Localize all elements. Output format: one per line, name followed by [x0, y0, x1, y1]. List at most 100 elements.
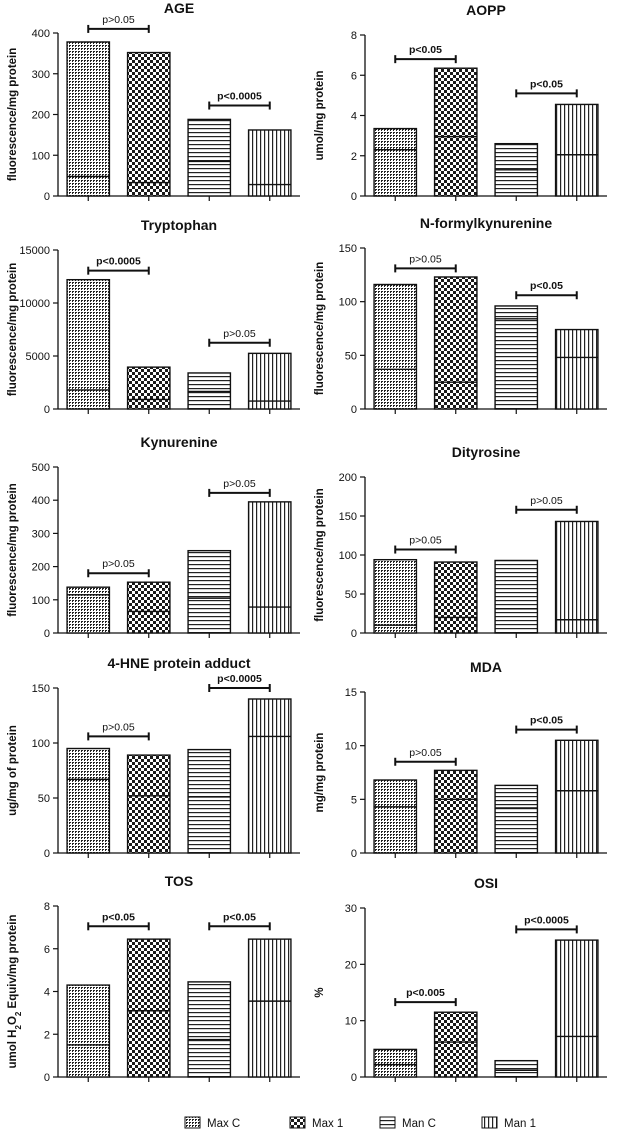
bar-max-1: [126, 754, 171, 854]
chart-title: N-formylkynurenine: [420, 215, 552, 231]
y-axis-label: fluorescence/mg protein: [7, 48, 19, 182]
y-tick-label: 0: [44, 404, 50, 416]
bar-man-1: [247, 501, 292, 634]
bar-man-c: [187, 118, 232, 197]
y-tick-label: 100: [32, 150, 50, 162]
significance-label: p>0.05: [530, 495, 563, 507]
y-tick-label: 6: [44, 944, 50, 956]
chart-title: OSI: [474, 875, 498, 891]
y-tick-label: 20: [345, 959, 357, 971]
significance-label: p>0.05: [409, 747, 442, 759]
y-tick-label: 0: [44, 848, 50, 860]
y-tick-label: 100: [339, 550, 357, 562]
y-tick-label: 6: [351, 70, 357, 82]
y-tick-label: 0: [44, 1072, 50, 1084]
bar-man-1: [554, 103, 599, 197]
bar-max-c: [66, 747, 111, 854]
legend-item-manc: Man C: [379, 1116, 436, 1130]
y-tick-label: 10: [345, 1016, 357, 1028]
significance-label: p>0.05: [102, 721, 135, 733]
y-tick-label: 5: [351, 794, 357, 806]
bar-max-1: [126, 51, 171, 197]
chart-panel-4-hne-protein-adduct: 4-HNE protein adduct ug/mg of protein 0 50 1…: [7, 655, 300, 860]
y-tick-label: 2: [44, 1029, 50, 1041]
bar-max-1: [433, 561, 478, 634]
y-tick-label: 5000: [26, 351, 50, 363]
bar-max-1: [433, 769, 478, 854]
y-tick-label: 0: [44, 628, 50, 640]
y-tick-label: 0: [44, 191, 50, 203]
bar-max-1: [126, 938, 171, 1078]
y-tick-label: 300: [32, 528, 50, 540]
y-tick-label: 0: [351, 848, 357, 860]
y-axis-label: fluorescence/mg protein: [314, 488, 326, 622]
y-tick-label: 15000: [19, 245, 50, 257]
bar-man-1: [554, 328, 599, 410]
chart-panel-dityrosine: Dityrosine fluorescence/mg protein 0 50 100 1…: [314, 444, 607, 640]
y-tick-label: 10000: [19, 298, 50, 310]
significance-label: p<0.005: [406, 987, 445, 999]
y-tick-label: 4: [44, 987, 50, 999]
bar-man-1: [247, 938, 292, 1078]
bar-max-c: [373, 283, 418, 410]
y-tick-label: 4: [351, 111, 357, 123]
y-tick-label: 8: [44, 901, 50, 913]
y-tick-label: 15: [345, 687, 357, 699]
bar-man-c: [187, 981, 232, 1078]
y-tick-label: 100: [32, 738, 50, 750]
chart-panel-aopp: AOPP umol/mg protein 0 2 4 6 8 p<0.05 p<0.05: [314, 2, 607, 203]
y-tick-label: 8: [351, 30, 357, 42]
bar-man-c: [494, 784, 539, 854]
y-tick-label: 50: [345, 350, 357, 362]
bar-man-1: [554, 939, 599, 1078]
significance-label: p<0.05: [409, 44, 442, 56]
bar-man-1: [554, 520, 599, 634]
bar-max-1: [126, 581, 171, 634]
chart-panel-mda: MDA mg/mg protein 0 5 10 15 p>0.05 p<0.05: [314, 659, 607, 860]
bar-man-1: [247, 698, 292, 854]
bar-max-c: [66, 41, 111, 197]
chart-panel-age: AGE fluorescence/mg protein 0 100 200 300 400 p…: [7, 0, 300, 203]
y-axis-label: fluorescence/mg protein: [314, 262, 326, 396]
chart-title: 4-HNE protein adduct: [107, 655, 250, 671]
legend-swatch: [184, 1116, 201, 1129]
y-tick-label: 100: [339, 297, 357, 309]
bar-man-c: [494, 1059, 539, 1078]
significance-label: p<0.0005: [96, 256, 141, 268]
legend-label: Max C: [207, 1118, 240, 1130]
y-tick-label: 300: [32, 69, 50, 81]
y-axis-label: umol/mg protein: [314, 70, 326, 160]
y-tick-label: 50: [345, 589, 357, 601]
y-axis-label: ug/mg of protein: [7, 725, 19, 816]
significance-label: p<0.05: [530, 78, 563, 90]
bar-man-1: [247, 129, 292, 197]
bar-max-c: [373, 558, 418, 634]
y-tick-label: 0: [351, 1072, 357, 1084]
bar-max-1: [433, 1011, 478, 1078]
chart-panel-n-formylkynurenine: N-formylkynurenine fluorescence/mg protei…: [314, 215, 607, 416]
bar-max-c: [373, 127, 418, 197]
bar-max-c: [373, 1048, 418, 1078]
chart-panel-kynurenine: Kynurenine fluorescence/mg protein 0 100 200…: [7, 434, 300, 640]
significance-label: p<0.0005: [217, 91, 262, 103]
significance-label: p>0.05: [409, 535, 442, 547]
bar-max-c: [66, 984, 111, 1078]
bar-max-1: [433, 67, 478, 197]
y-tick-label: 0: [351, 191, 357, 203]
significance-label: p>0.05: [223, 478, 256, 490]
y-tick-label: 500: [32, 462, 50, 474]
bar-man-c: [187, 549, 232, 634]
y-tick-label: 150: [339, 511, 357, 523]
chart-title: AGE: [164, 0, 194, 16]
chart-title: MDA: [470, 659, 502, 675]
y-tick-label: 200: [32, 562, 50, 574]
y-axis-label: fluorescence/mg protein: [7, 263, 19, 397]
bar-max-1: [433, 276, 478, 410]
significance-label: p>0.05: [102, 14, 135, 26]
y-axis-label: %: [314, 987, 326, 997]
y-axis-label: umol H2O2 Equiv/mg protein: [7, 915, 23, 1069]
chart-title: Dityrosine: [452, 444, 521, 460]
bar-max-c: [66, 278, 111, 410]
bar-max-c: [66, 586, 111, 634]
